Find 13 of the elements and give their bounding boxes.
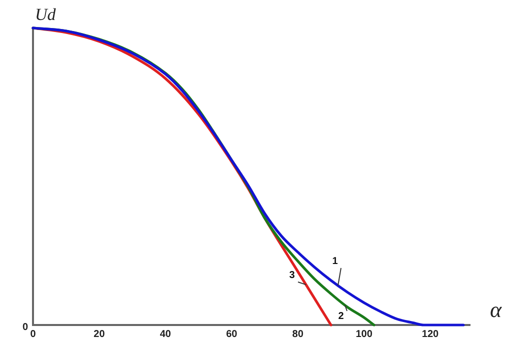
x-tick-label: 100 [356, 328, 373, 340]
x-tick-label: 20 [94, 328, 106, 340]
x-tick-label: 60 [226, 328, 238, 340]
x-tick-label: 0 [30, 328, 36, 340]
y-axis-title: Ud [35, 4, 56, 24]
text: 0 [22, 322, 28, 333]
series-label: 1 [332, 256, 338, 267]
x-tick-label: 120 [422, 328, 440, 340]
x-axis-title: α [490, 296, 502, 322]
x-tick-label: 80 [292, 328, 304, 340]
x-tick-label: 40 [160, 328, 172, 340]
series-label: 2 [338, 310, 344, 322]
series-label: 3 [289, 270, 296, 281]
